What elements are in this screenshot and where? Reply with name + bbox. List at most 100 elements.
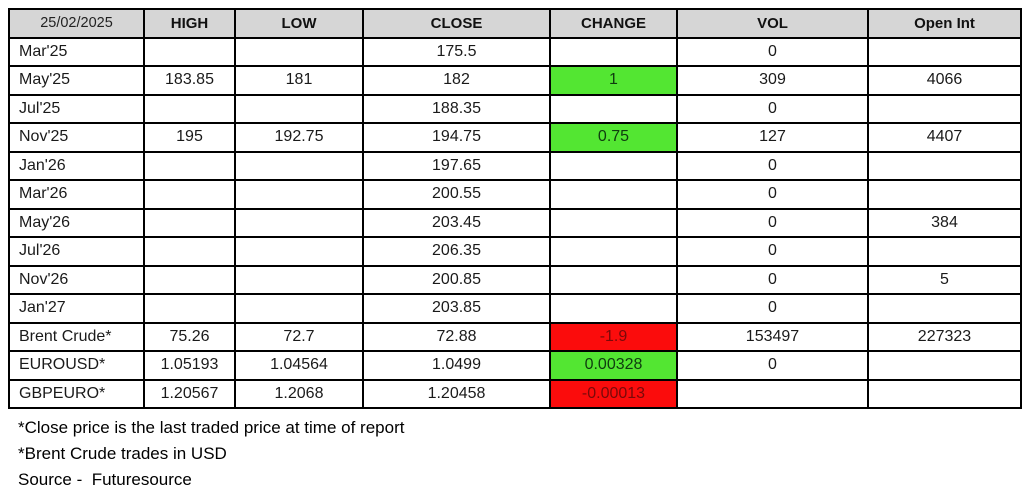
table-row: Mar'26 200.55 0	[8, 179, 1022, 210]
open-int-cell	[867, 236, 1022, 267]
vol-cell: 127	[676, 122, 869, 153]
change-cell	[549, 93, 678, 124]
change-cell	[549, 150, 678, 181]
open-int-cell	[867, 378, 1022, 409]
table-row: May'25 183.85 181 182 1 309 4066	[8, 65, 1022, 96]
vol-cell: 0	[676, 207, 869, 238]
low-cell	[234, 236, 364, 267]
row-label: Jul'25	[8, 93, 145, 124]
vol-cell: 0	[676, 179, 869, 210]
report-date-header: 25/02/2025	[8, 8, 145, 39]
vol-cell: 0	[676, 350, 869, 381]
open-int-cell: 227323	[867, 321, 1022, 352]
open-int-cell: 4407	[867, 122, 1022, 153]
high-cell	[143, 36, 236, 67]
open-int-cell: 4066	[867, 65, 1022, 96]
high-cell	[143, 236, 236, 267]
change-cell: 0.75	[549, 122, 678, 153]
row-label: Jan'27	[8, 293, 145, 324]
vol-cell: 0	[676, 264, 869, 295]
column-header: HIGH	[143, 8, 236, 39]
row-label: Mar'26	[8, 179, 145, 210]
table-row: Jan'27 203.85 0	[8, 293, 1022, 324]
change-cell: 1	[549, 65, 678, 96]
close-cell: 206.35	[362, 236, 551, 267]
column-header: LOW	[234, 8, 364, 39]
change-cell: -0.00013	[549, 378, 678, 409]
low-cell	[234, 207, 364, 238]
futures-table: 25/02/2025 HIGH LOW CLOSE CHANGE VOL Open Int …	[8, 8, 1022, 409]
table-row: Jul'25 188.35 0	[8, 93, 1022, 124]
high-cell	[143, 264, 236, 295]
table-row: GBPEURO* 1.20567 1.2068 1.20458 -0.00013	[8, 378, 1022, 409]
row-label: May'26	[8, 207, 145, 238]
low-cell: 181	[234, 65, 364, 96]
high-cell	[143, 293, 236, 324]
close-cell: 200.85	[362, 264, 551, 295]
change-cell	[549, 236, 678, 267]
row-label: EUROUSD*	[8, 350, 145, 381]
change-cell: -1.9	[549, 321, 678, 352]
vol-cell: 0	[676, 236, 869, 267]
change-cell	[549, 264, 678, 295]
footnote: *Close price is the last traded price at…	[18, 418, 405, 437]
close-cell: 203.85	[362, 293, 551, 324]
column-header: Open Int	[867, 8, 1022, 39]
high-cell	[143, 150, 236, 181]
vol-cell: 0	[676, 36, 869, 67]
table-row: Jan'26 197.65 0	[8, 150, 1022, 181]
vol-cell: 153497	[676, 321, 869, 352]
table-row: Mar'25 175.5 0	[8, 36, 1022, 67]
open-int-cell	[867, 350, 1022, 381]
open-int-cell	[867, 293, 1022, 324]
low-cell: 1.04564	[234, 350, 364, 381]
table-row: May'26 203.45 0 384	[8, 207, 1022, 238]
open-int-cell	[867, 93, 1022, 124]
open-int-cell	[867, 179, 1022, 210]
close-cell: 72.88	[362, 321, 551, 352]
table-row: EUROUSD* 1.05193 1.04564 1.0499 0.00328 0	[8, 350, 1022, 381]
close-cell: 200.55	[362, 179, 551, 210]
close-cell: 188.35	[362, 93, 551, 124]
vol-cell: 309	[676, 65, 869, 96]
high-cell: 195	[143, 122, 236, 153]
header-row: 25/02/2025 HIGH LOW CLOSE CHANGE VOL Open Int	[8, 8, 1022, 39]
footnote: *Brent Crude trades in USD	[18, 444, 227, 463]
low-cell: 192.75	[234, 122, 364, 153]
change-cell	[549, 207, 678, 238]
row-label: Nov'26	[8, 264, 145, 295]
vol-cell	[676, 378, 869, 409]
table-row: Nov'25 195 192.75 194.75 0.75 127 4407	[8, 122, 1022, 153]
low-cell	[234, 150, 364, 181]
footnotes: *Close price is the last traded price at…	[8, 415, 1024, 491]
table-row: Brent Crude* 75.26 72.7 72.88 -1.9 153497 2273…	[8, 321, 1022, 352]
close-cell: 1.20458	[362, 378, 551, 409]
high-cell	[143, 207, 236, 238]
high-cell	[143, 179, 236, 210]
high-cell: 1.20567	[143, 378, 236, 409]
row-label: Jan'26	[8, 150, 145, 181]
table-body: Mar'25 175.5 0 May'25 183.85 181 182 1 309 4066 Ju…	[8, 36, 1022, 409]
open-int-cell	[867, 150, 1022, 181]
high-cell: 1.05193	[143, 350, 236, 381]
low-cell: 1.2068	[234, 378, 364, 409]
row-label: Mar'25	[8, 36, 145, 67]
close-cell: 194.75	[362, 122, 551, 153]
column-header: CHANGE	[549, 8, 678, 39]
column-header: CLOSE	[362, 8, 551, 39]
open-int-cell: 384	[867, 207, 1022, 238]
open-int-cell: 5	[867, 264, 1022, 295]
low-cell: 72.7	[234, 321, 364, 352]
close-cell: 175.5	[362, 36, 551, 67]
footnote: Source - Futuresource	[18, 470, 192, 489]
table-row: Nov'26 200.85 0 5	[8, 264, 1022, 295]
change-cell	[549, 179, 678, 210]
row-label: May'25	[8, 65, 145, 96]
open-int-cell	[867, 36, 1022, 67]
change-cell: 0.00328	[549, 350, 678, 381]
low-cell	[234, 36, 364, 67]
table-row: Jul'26 206.35 0	[8, 236, 1022, 267]
vol-cell: 0	[676, 293, 869, 324]
vol-cell: 0	[676, 93, 869, 124]
